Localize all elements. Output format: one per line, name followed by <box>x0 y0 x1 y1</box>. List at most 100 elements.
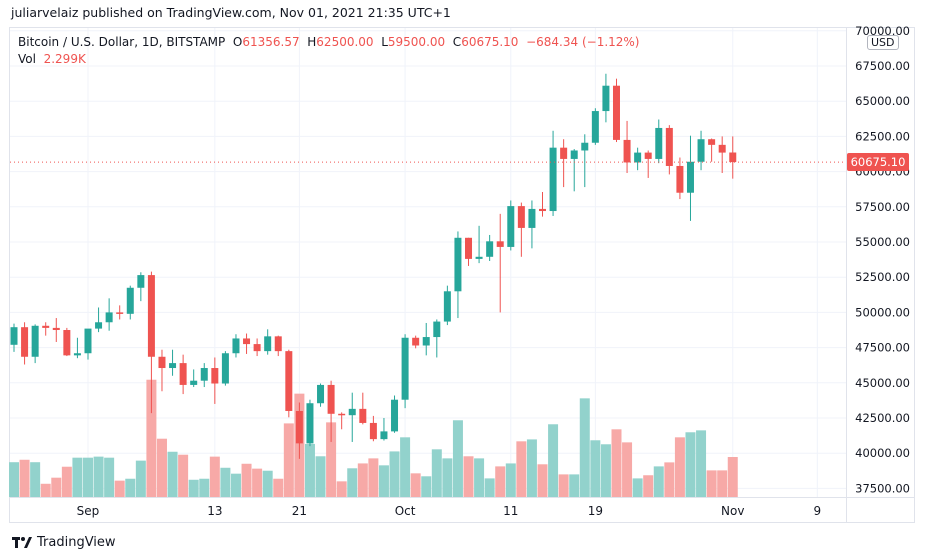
time-tick-label: Nov <box>721 504 744 518</box>
candle-body <box>401 337 409 400</box>
last-price-label: 60675.10 <box>847 153 909 171</box>
price-tick-label: 47500.00 <box>855 341 910 355</box>
candle-body <box>211 368 219 384</box>
time-tick-label: 11 <box>503 504 518 518</box>
volume-bar <box>727 456 738 497</box>
price-tick-label: 52500.00 <box>855 270 910 284</box>
volume-bar <box>611 429 622 497</box>
candle-body <box>126 287 134 314</box>
price-tick-label: 70000.00 <box>855 24 910 38</box>
volume-bar <box>252 468 263 497</box>
close-label: C <box>452 35 462 49</box>
volume-bar <box>156 438 167 497</box>
volume-bar <box>30 462 41 497</box>
volume-bar <box>357 463 368 497</box>
candle-body <box>137 275 145 288</box>
volume-bar <box>590 440 601 497</box>
candle-body <box>718 144 726 153</box>
volume-bar <box>93 456 104 497</box>
volume-bar <box>463 456 474 497</box>
candle-body <box>359 408 367 423</box>
candle-body <box>665 127 673 166</box>
time-tick-label: 13 <box>207 504 222 518</box>
candle-body <box>169 363 177 369</box>
candle-body <box>560 147 568 159</box>
volume-bar <box>146 379 157 497</box>
volume-bar <box>569 474 580 497</box>
candle-body <box>306 403 314 444</box>
candle-body <box>338 413 346 416</box>
volume-bar <box>537 464 548 497</box>
candle-body <box>95 322 103 329</box>
volume-bar <box>104 457 115 497</box>
volume-bar <box>368 458 379 497</box>
price-tick-label: 40000.00 <box>855 446 910 460</box>
volume-bar <box>410 473 421 497</box>
volume-bar <box>643 475 654 497</box>
volume-bar <box>199 478 210 497</box>
volume-bar <box>400 437 411 497</box>
candle-body <box>348 408 356 416</box>
volume-bar <box>653 466 664 497</box>
volume-bar <box>209 456 220 497</box>
volume-bar <box>114 480 125 497</box>
volume-bar <box>347 468 358 497</box>
volume-bar <box>685 432 696 497</box>
open-label: O <box>232 35 243 49</box>
candle-body <box>369 422 377 440</box>
price-tick-label: 42500.00 <box>855 411 910 425</box>
candle-body <box>612 85 620 140</box>
volume-bar <box>474 458 485 497</box>
candle-body <box>327 384 335 414</box>
publisher-line: juliarvelaiz published on TradingView.co… <box>11 5 451 20</box>
volume-bar <box>484 478 495 497</box>
volume-bar <box>579 398 590 497</box>
candle-body <box>549 147 557 212</box>
low-value: 59500.00 <box>387 35 446 49</box>
volume-bar <box>262 470 273 497</box>
volume-bar <box>326 422 337 497</box>
volume-bar <box>378 465 389 497</box>
volume-bar <box>674 437 685 497</box>
candle-body <box>63 330 71 356</box>
candle-body <box>232 338 240 354</box>
volume-bar <box>304 443 315 497</box>
volume-bar <box>696 430 707 497</box>
volume-bar <box>706 470 717 497</box>
candle-body <box>454 237 462 292</box>
volume-bar <box>167 451 178 497</box>
currency-button[interactable]: USD <box>867 35 899 50</box>
volume-bar <box>452 420 463 497</box>
volume-bar <box>61 466 72 497</box>
candle-body <box>295 410 303 444</box>
candle-body <box>243 338 251 345</box>
candle-body <box>380 431 388 440</box>
candle-body <box>253 344 261 352</box>
candle-body <box>528 208 536 228</box>
volume-bar <box>315 456 326 497</box>
candle-body <box>433 321 441 338</box>
volume-bar <box>273 478 284 497</box>
volume-bar <box>526 439 537 497</box>
change-value: −684.34 (−1.12%) <box>526 35 640 49</box>
volume-bar <box>241 463 252 497</box>
candle-body <box>116 312 124 314</box>
volume-bar <box>717 470 728 497</box>
volume-bar <box>622 442 633 497</box>
candle-body <box>686 161 694 193</box>
volume-bar <box>51 477 62 497</box>
low-label: L <box>381 35 388 49</box>
price-tick-label: 55000.00 <box>855 235 910 249</box>
volume-bar <box>421 476 432 497</box>
symbol-title[interactable]: Bitcoin / U.S. Dollar, 1D, BITSTAMP <box>18 35 226 49</box>
candle-body <box>676 165 684 193</box>
candle-body <box>84 328 92 354</box>
volume-bar <box>220 467 231 497</box>
tradingview-logo-icon <box>12 536 32 548</box>
volume-bar <box>40 483 51 497</box>
brand-name[interactable]: TradingView <box>37 535 116 550</box>
price-axis: 37500.00 40000.00 42500.00 45000.00 47500.00… <box>855 24 910 496</box>
chart-frame <box>9 27 915 523</box>
volume-bar <box>664 462 675 497</box>
